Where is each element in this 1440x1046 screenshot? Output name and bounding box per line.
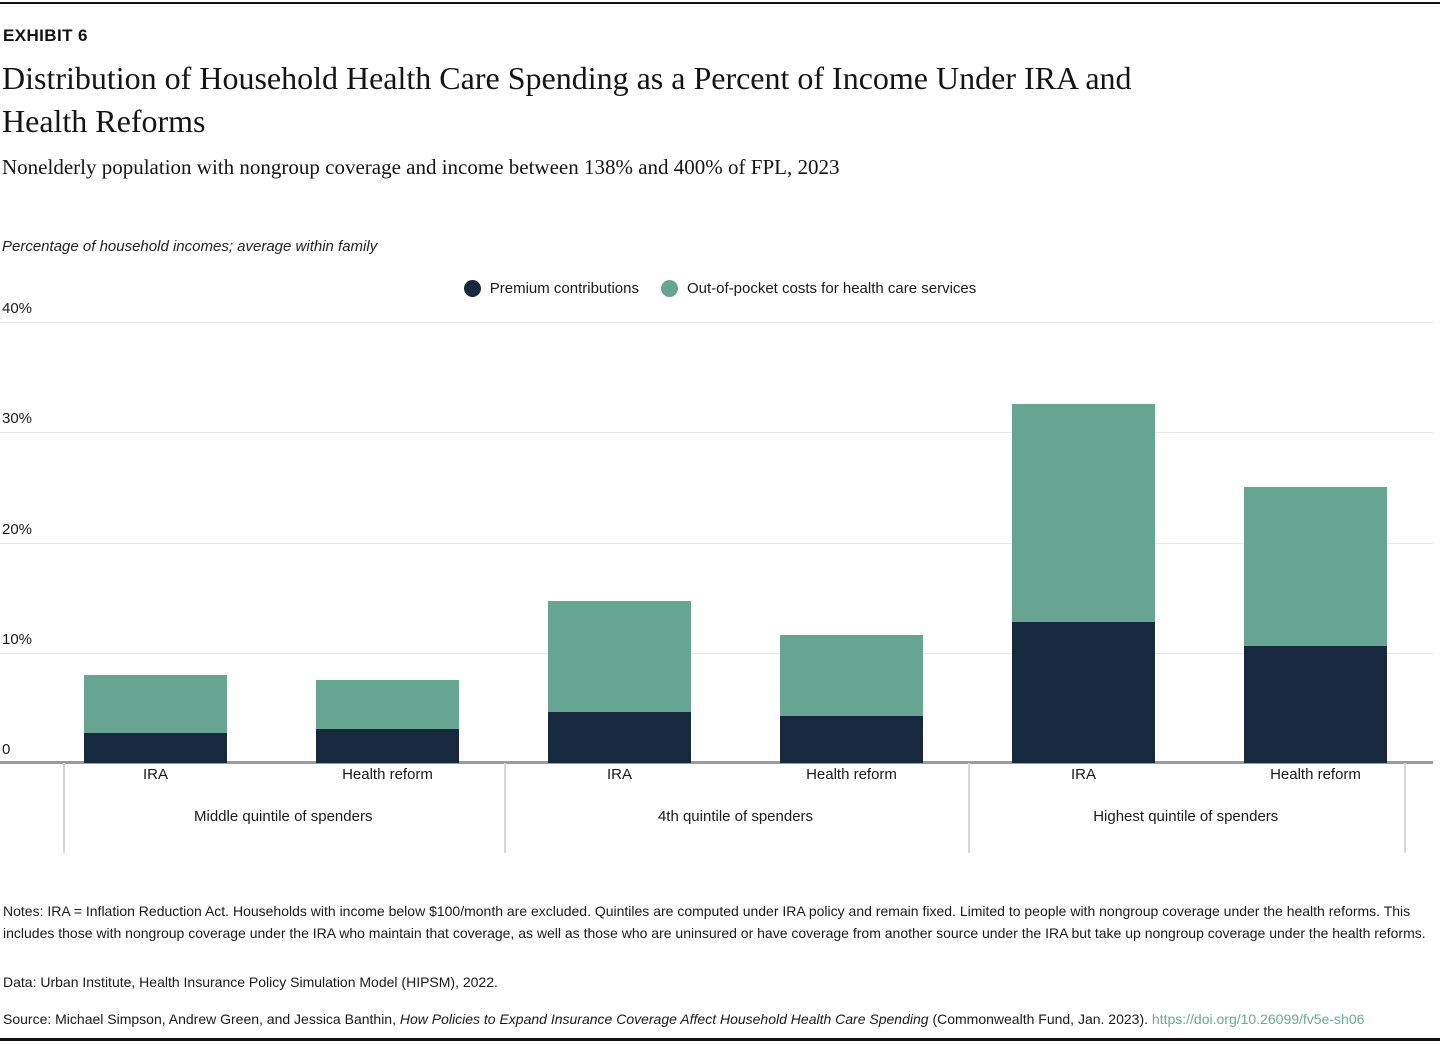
bar-segment-premium xyxy=(1012,621,1155,763)
bar-segment-out-of-pocket xyxy=(84,674,227,734)
x-tick-label: Health reform xyxy=(342,766,433,783)
bar-segment-out-of-pocket xyxy=(316,680,459,729)
x-tick-label: IRA xyxy=(606,766,632,783)
bar-segment-out-of-pocket xyxy=(780,635,923,716)
y-gridline xyxy=(0,322,1433,323)
legend-label-premium: Premium contributions xyxy=(489,280,639,297)
exhibit-label: EXHIBIT 6 xyxy=(3,26,88,45)
page-title: Distribution of Household Health Care Sp… xyxy=(2,57,1132,143)
source-prefix: Source: Michael Simpson, Andrew Green, a… xyxy=(3,1011,400,1027)
legend-item-oop: Out-of-pocket costs for health care serv… xyxy=(660,280,977,297)
legend-item-premium: Premium contributions xyxy=(463,280,639,297)
y-tick-label: 10% xyxy=(2,630,33,648)
bar-segment-premium xyxy=(1244,646,1387,763)
bar-segment-out-of-pocket xyxy=(1012,403,1155,622)
y-tick-label: 0 xyxy=(2,741,11,758)
legend-dot-oop-icon xyxy=(660,280,678,297)
page-title-line-2: Health Reforms xyxy=(2,103,206,139)
doi-link[interactable]: https://doi.org/10.26099/fv5e-sh06 xyxy=(1151,1011,1365,1027)
x-tick-label: IRA xyxy=(1070,766,1096,783)
source-suffix: (Commonwealth Fund, Jan. 2023). xyxy=(928,1011,1152,1027)
data-source-text: Data: Urban Institute, Health Insurance … xyxy=(3,974,498,990)
page-subtitle: Nonelderly population with nongroup cove… xyxy=(2,155,840,179)
x-axis-line xyxy=(0,760,1433,764)
x-tick-label: Health reform xyxy=(1270,766,1361,783)
group-divider xyxy=(967,763,970,853)
y-tick-label: 30% xyxy=(2,410,33,428)
group-divider xyxy=(63,763,65,853)
legend-dot-premium-icon xyxy=(463,280,481,297)
chart-legend: Premium contributions Out-of-pocket cost… xyxy=(0,280,1440,297)
y-tick-label: 40% xyxy=(2,300,33,317)
group-divider xyxy=(503,763,506,853)
stacked-bar-ira xyxy=(1012,403,1155,763)
stacked-bar-health-reform xyxy=(780,635,923,763)
source-publication-title: How Policies to Expand Insurance Coverag… xyxy=(399,1011,929,1027)
bar-segment-premium xyxy=(316,728,459,763)
group-label: 4th quintile of spenders xyxy=(657,808,814,825)
chart-area: 40% 30% 20% 10% 0 IRA Health reform IRA Health r… xyxy=(0,300,1440,860)
legend-label-oop: Out-of-pocket costs for health care serv… xyxy=(686,280,977,297)
bar-segment-out-of-pocket xyxy=(1244,487,1387,647)
notes-text: Notes: IRA = Inflation Reduction Act. Ho… xyxy=(3,903,1426,941)
page-title-line-1: Distribution of Household Health Care Sp… xyxy=(2,60,1132,96)
bottom-rule xyxy=(0,1038,1440,1041)
bar-segment-premium xyxy=(780,715,923,763)
y-gridline xyxy=(0,652,1433,654)
bar-segment-premium xyxy=(548,712,691,763)
bar-segment-premium xyxy=(84,733,227,763)
group-label: Highest quintile of spenders xyxy=(1093,808,1279,825)
x-tick-label: Health reform xyxy=(806,766,897,783)
y-axis-note: Percentage of household incomes; average… xyxy=(2,238,378,255)
top-rule xyxy=(0,2,1440,4)
x-tick-label: IRA xyxy=(142,766,168,783)
y-gridline xyxy=(0,542,1433,544)
stacked-bar-health-reform xyxy=(1244,487,1387,763)
y-gridline xyxy=(0,432,1433,434)
stacked-bar-ira xyxy=(84,674,227,763)
stacked-bar-health-reform xyxy=(316,680,459,763)
stacked-bar-ira xyxy=(548,600,691,763)
y-tick-label: 20% xyxy=(2,520,33,538)
source-text: Source: Michael Simpson, Andrew Green, a… xyxy=(3,1011,1440,1027)
group-label: Middle quintile of spenders xyxy=(194,808,373,825)
group-divider xyxy=(1404,763,1406,853)
bar-segment-out-of-pocket xyxy=(548,600,691,713)
